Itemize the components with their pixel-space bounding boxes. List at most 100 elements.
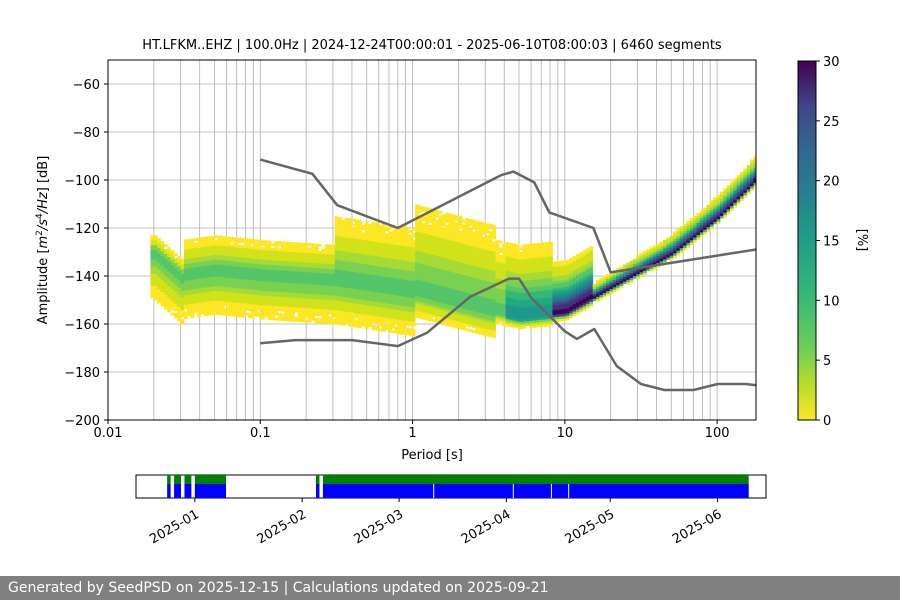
heatmap-cell	[191, 246, 195, 249]
heatmap-cell	[626, 265, 630, 268]
heatmap-cell	[499, 320, 503, 323]
heatmap-cell	[161, 263, 165, 266]
heatmap-cell	[321, 290, 325, 293]
heatmap-cell	[522, 266, 526, 269]
heatmap-cell	[315, 311, 319, 314]
heatmap-cell	[469, 308, 473, 311]
heatmap-cell	[502, 294, 506, 297]
heatmap-cell	[358, 294, 362, 297]
heatmap-cell	[425, 263, 429, 266]
heatmap-cell	[284, 311, 288, 314]
heatmap-cell	[442, 219, 446, 222]
heatmap-cell	[372, 263, 376, 266]
heatmap-cell	[462, 315, 466, 318]
heatmap-cell	[281, 249, 285, 252]
heatmap-cell	[392, 294, 396, 297]
heatmap-cell	[452, 260, 456, 263]
heatmap-cell	[338, 284, 342, 287]
heatmap-cell	[429, 235, 433, 238]
heatmap-cell	[432, 219, 436, 222]
heatmap-cell	[418, 273, 422, 276]
heatmap-cell	[496, 295, 500, 298]
heatmap-cell	[181, 262, 185, 265]
heatmap-cell	[271, 279, 275, 282]
heatmap-cell	[475, 329, 479, 332]
heatmap-cell	[231, 297, 235, 300]
heatmap-cell	[616, 285, 620, 288]
heatmap-cell	[197, 259, 201, 262]
heatmap-cell	[482, 230, 486, 233]
heatmap-cell	[519, 271, 523, 274]
heatmap-cell	[429, 263, 433, 266]
heatmap-cell	[496, 288, 500, 291]
heatmap-cell	[482, 323, 486, 326]
heatmap-cell	[382, 310, 386, 313]
heatmap-cell	[167, 302, 171, 305]
heatmap-cell	[435, 299, 439, 302]
heatmap-cell	[435, 227, 439, 230]
heatmap-cell	[368, 267, 372, 270]
heatmap-cell	[171, 289, 175, 292]
heatmap-cell	[375, 256, 379, 259]
heatmap-cell	[154, 247, 158, 250]
heatmap-cell	[335, 245, 339, 248]
heatmap-cell	[211, 284, 215, 287]
heatmap-cell	[465, 307, 469, 310]
heatmap-cell	[539, 300, 543, 303]
heatmap-cell	[556, 273, 560, 276]
heatmap-cell	[234, 290, 238, 293]
heatmap-cell	[378, 324, 382, 327]
heatmap-cell	[338, 320, 342, 323]
heatmap-cell	[546, 271, 550, 274]
heatmap-cell	[244, 286, 248, 289]
heatmap-cell	[526, 251, 530, 254]
heatmap-cell	[606, 293, 610, 296]
heatmap-cell	[532, 303, 536, 306]
heatmap-cell	[311, 294, 315, 297]
heatmap-cell	[408, 283, 412, 286]
heatmap-cell	[191, 311, 195, 314]
heatmap-cell	[331, 271, 335, 274]
heatmap-cell	[392, 254, 396, 257]
heatmap-cell	[536, 272, 540, 275]
heatmap-cell	[378, 249, 382, 252]
heatmap-cell	[556, 307, 560, 310]
heatmap-cell	[496, 266, 500, 269]
heatmap-cell	[214, 245, 218, 248]
heatmap-cell	[425, 282, 429, 285]
heatmap-cell	[452, 315, 456, 318]
heatmap-cell	[308, 248, 312, 251]
heatmap-cell	[241, 291, 245, 294]
heatmap-cell	[248, 251, 252, 254]
heatmap-cell	[171, 269, 175, 272]
heatmap-cell	[338, 253, 342, 256]
heatmap-cell	[365, 247, 369, 250]
heatmap-cell	[207, 311, 211, 314]
heatmap-cell	[435, 287, 439, 290]
heatmap-cell	[549, 275, 553, 278]
heatmap-cell	[345, 218, 349, 221]
heatmap-cell	[489, 289, 493, 292]
heatmap-cell	[462, 251, 466, 254]
heatmap-cell	[449, 283, 453, 286]
heatmap-cell	[315, 306, 319, 309]
heatmap-cell	[174, 280, 178, 283]
heatmap-cell	[177, 287, 181, 290]
heatmap-cell	[264, 247, 268, 250]
heatmap-cell	[526, 302, 530, 305]
heatmap-cell	[526, 256, 530, 259]
heatmap-cell	[529, 282, 533, 285]
heatmap-cell	[475, 314, 479, 317]
heatmap-cell	[422, 226, 426, 229]
heatmap-cell	[335, 264, 339, 267]
heatmap-cell	[335, 319, 339, 322]
heatmap-cell	[402, 291, 406, 294]
heatmap-cell	[241, 300, 245, 303]
heatmap-cell	[358, 280, 362, 283]
heatmap-cell	[187, 301, 191, 304]
heatmap-cell	[499, 248, 503, 251]
heatmap-cell	[603, 288, 607, 291]
heatmap-cell	[408, 235, 412, 238]
heatmap-cell	[452, 255, 456, 258]
heatmap-cell	[388, 248, 392, 251]
